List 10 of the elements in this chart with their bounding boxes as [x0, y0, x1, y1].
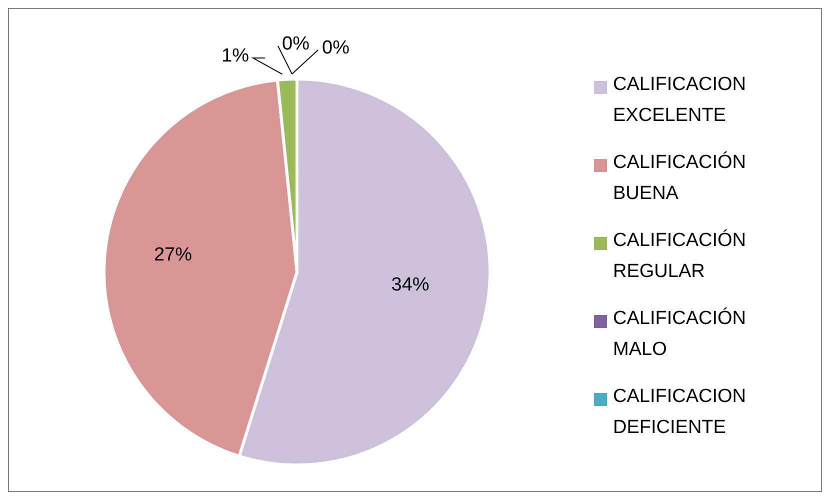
legend-label: CALIFICACION EXCELENTE — [613, 73, 748, 128]
legend-label: CALIFICACIÓN MALO — [613, 306, 748, 362]
data-label: 34% — [391, 274, 430, 296]
legend-label: CALIFICACION DEFICIENTE — [613, 385, 748, 440]
text: 0% — [282, 34, 310, 54]
legend-label: CALIFICACIÓN REGULAR — [613, 228, 748, 284]
data-label: 27% — [154, 244, 192, 266]
text: 0% — [322, 38, 350, 58]
legend-label: CALIFICACIÓN BUENA — [613, 150, 748, 206]
data-label: 1% — [222, 46, 250, 66]
